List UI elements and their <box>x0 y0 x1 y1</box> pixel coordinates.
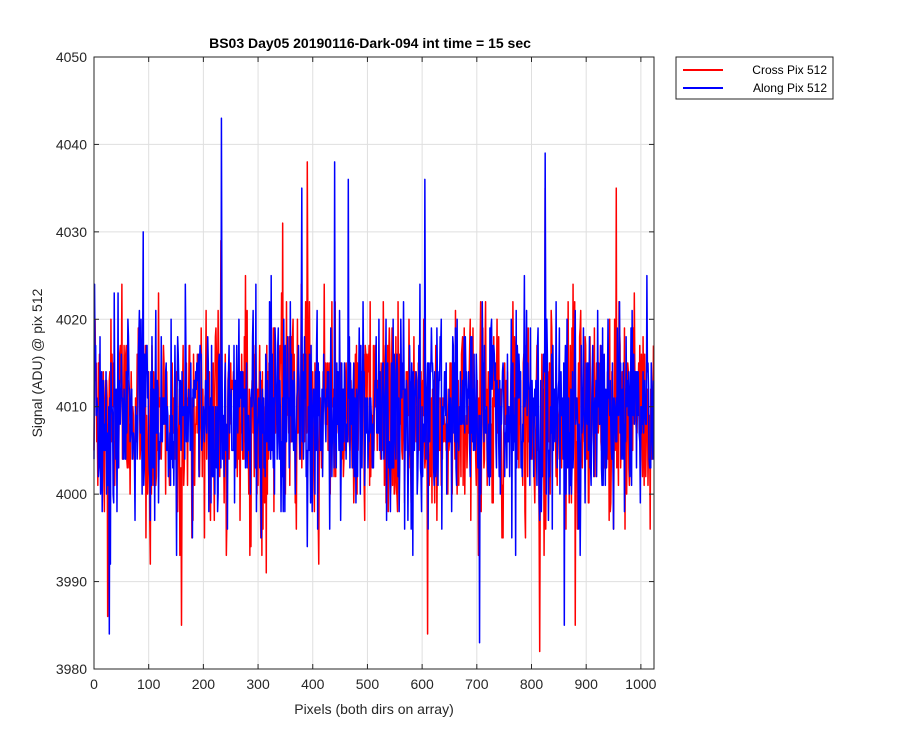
x-tick-label: 1000 <box>625 676 656 692</box>
x-axis-label: Pixels (both dirs on array) <box>294 701 454 717</box>
axis-ticks: 0 100 200 300 400 500 600 700 800 900 1000 3980 3990… <box>56 49 657 692</box>
y-tick-label: 3990 <box>56 574 87 590</box>
y-tick-label: 4010 <box>56 399 87 415</box>
x-tick-label: 100 <box>137 676 161 692</box>
x-tick-label: 500 <box>356 676 380 692</box>
y-tick-label: 4040 <box>56 136 87 152</box>
plot-frame <box>93 56 655 670</box>
y-tick-label: 4050 <box>56 49 87 65</box>
chart-title: BS03 Day05 20190116-Dark-094 int time = … <box>209 35 531 51</box>
series-line-along <box>93 117 655 644</box>
x-tick-label: 300 <box>246 676 270 692</box>
series-layer <box>93 117 655 653</box>
y-tick-label: 4020 <box>56 311 87 327</box>
legend-label-along: Along Pix 512 <box>753 81 827 95</box>
legend: Cross Pix 512 Along Pix 512 <box>675 56 834 100</box>
x-tick-label: 900 <box>575 676 599 692</box>
x-tick-label: 800 <box>520 676 544 692</box>
y-axis-label: Signal (ADU) @ pix 512 <box>29 288 45 437</box>
y-tick-label: 4000 <box>56 486 87 502</box>
x-tick-label: 600 <box>410 676 434 692</box>
legend-label-cross: Cross Pix 512 <box>752 63 827 77</box>
x-tick-label: 0 <box>90 676 98 692</box>
y-tick-label: 4030 <box>56 224 87 240</box>
x-tick-label: 400 <box>301 676 325 692</box>
y-tick-label: 3980 <box>56 661 87 677</box>
legend-box <box>675 56 834 100</box>
x-tick-label: 200 <box>192 676 216 692</box>
x-tick-label: 700 <box>465 676 489 692</box>
